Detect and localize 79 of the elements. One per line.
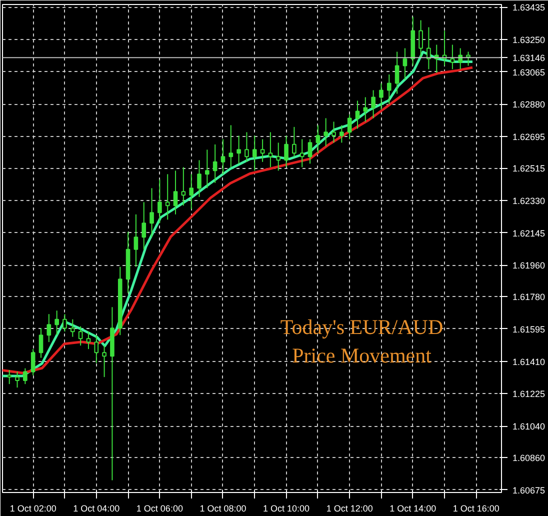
candlestick [181,166,186,206]
y-tick-label: 1.61960 [512,260,546,271]
candlestick [205,149,210,189]
annotation: Today's EUR/AUD Price Movement [280,314,444,368]
candlestick [150,188,154,238]
candlestick [7,370,12,385]
candlestick [276,142,281,172]
candlestick [54,310,59,336]
y-tick-label: 1.61410 [512,356,546,367]
candlestick [252,135,257,172]
x-tick-label: 1 Oct 10:00 [263,504,310,514]
y-tick-label: 1.63250 [512,34,546,45]
candlestick [94,334,99,364]
candlestick [30,348,36,376]
candlestick [394,51,400,94]
candlestick [324,118,328,147]
candlestick [340,124,344,144]
candlestick [102,345,106,378]
candlestick [197,160,202,198]
candlestick [62,314,67,332]
ref-line-label: 1.63146 [512,53,546,64]
x-tick-label: 1 Oct 16:00 [452,504,500,514]
x-tick-label: 1 Oct 02:00 [10,504,56,514]
candlestick [426,26,431,70]
y-tick-label: 1.62145 [512,228,546,238]
candlestick [173,170,178,215]
candlestick [134,214,138,268]
candlestick [418,20,423,58]
candlestick [212,144,218,184]
candlestick [38,328,44,358]
candlestick [347,114,352,140]
candlestick [23,368,28,385]
candlestick [260,138,265,162]
y-tick-label: 1.62880 [512,100,546,110]
candlestick [386,74,392,105]
x-tick-label: 1 Oct 06:00 [136,504,183,514]
candlestick [363,96,368,122]
y-tick-label: 1.63065 [512,67,546,78]
candlestick [46,314,52,343]
candlestick [466,51,470,66]
candlestick [268,132,273,168]
candlestick [220,138,226,175]
candlestick [70,318,75,338]
y-tick-label: 1.63435 [512,2,546,13]
candlestick [15,371,20,388]
candlestick [308,138,312,164]
candlestick [284,135,288,168]
candlestick [458,48,463,70]
candlestick [292,126,296,158]
candlestick [86,331,91,350]
candlestick [300,138,304,168]
y-tick-label: 1.62330 [512,196,546,206]
candlestick [355,100,360,130]
x-tick-label: 1 Oct 08:00 [200,504,246,514]
y-tick-label: 1.61595 [512,324,546,334]
candlestick [379,82,384,110]
y-tick-label: 1.61040 [512,422,546,432]
y-tick-label: 1.62515 [512,164,546,174]
candlestick [244,132,249,162]
candlestick [142,202,146,250]
y-tick-label: 1.60675 [512,485,546,496]
y-tick-label: 1.61780 [512,292,546,302]
candlestick [165,174,170,220]
candlestick [316,124,320,154]
candlestick [189,174,194,210]
candlestick [332,121,336,144]
candlestick [402,48,408,80]
candlestick [158,178,162,224]
y-tick-label: 1.60860 [512,453,546,464]
x-tick-label: 1 Oct 04:00 [73,504,120,514]
y-tick-label: 1.62695 [512,132,546,142]
candlestick [450,44,455,70]
y-tick-label: 1.61225 [512,389,546,400]
candlestick [236,135,241,164]
candlestick [228,124,234,168]
candlestick [371,90,376,119]
x-tick-label: 1 Oct 12:00 [326,504,373,514]
x-tick-label: 1 Oct 14:00 [390,504,436,514]
candlestick [78,326,83,346]
